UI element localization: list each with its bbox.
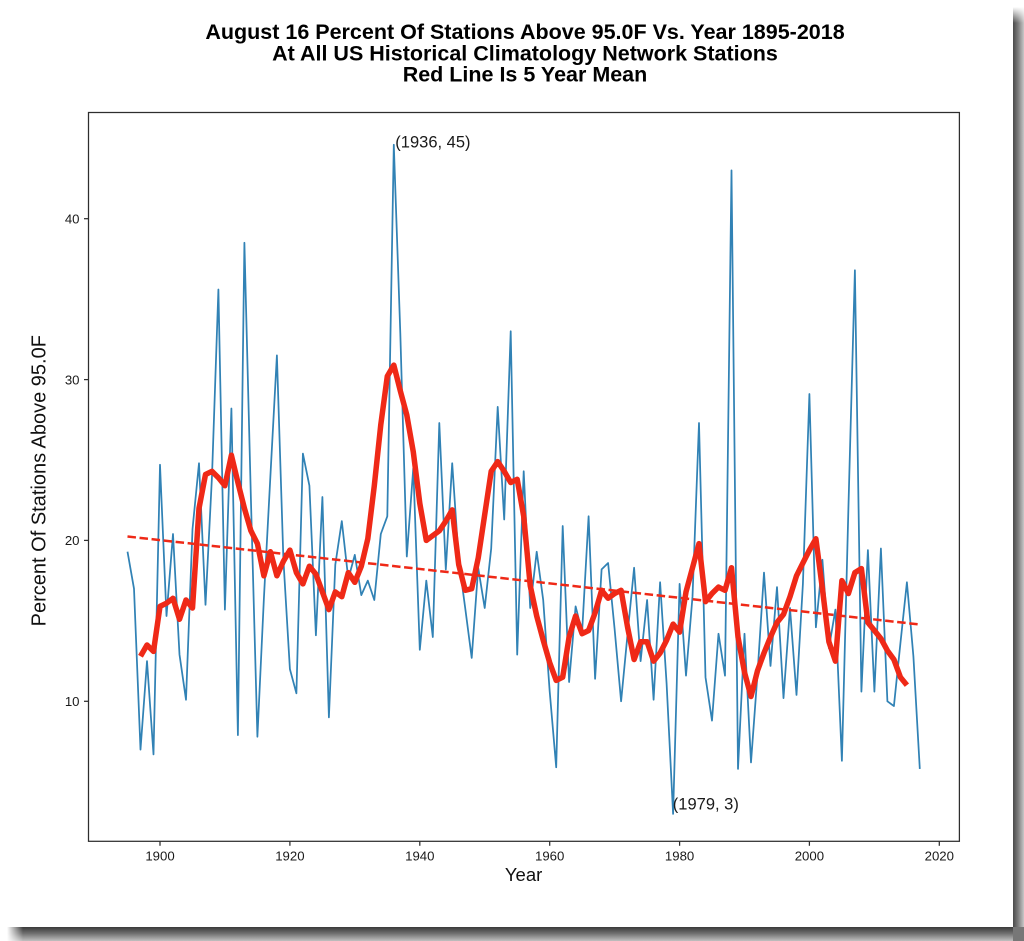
- svg-text:(1979, 3): (1979, 3): [673, 796, 739, 814]
- svg-text:10: 10: [65, 694, 80, 709]
- svg-text:1940: 1940: [405, 849, 434, 864]
- svg-text:1920: 1920: [275, 849, 304, 864]
- svg-text:2000: 2000: [795, 849, 824, 864]
- svg-text:2020: 2020: [925, 849, 954, 864]
- svg-text:1960: 1960: [535, 849, 564, 864]
- svg-text:40: 40: [65, 212, 80, 227]
- svg-text:1900: 1900: [145, 849, 174, 864]
- svg-text:Red Line Is 5 Year Mean: Red Line Is 5 Year Mean: [403, 63, 648, 87]
- svg-text:August 16 Percent Of Stations: August 16 Percent Of Stations Above 95.0…: [205, 20, 844, 44]
- svg-text:30: 30: [65, 372, 80, 387]
- svg-text:Percent Of Stations Above 95.0: Percent Of Stations Above 95.0F: [28, 335, 50, 626]
- svg-text:(1936, 45): (1936, 45): [395, 134, 470, 152]
- svg-text:20: 20: [65, 533, 80, 548]
- svg-text:Year: Year: [505, 864, 542, 885]
- svg-text:At All US Historical Climatolo: At All US Historical Climatology Network…: [272, 41, 778, 65]
- svg-text:1980: 1980: [665, 849, 694, 864]
